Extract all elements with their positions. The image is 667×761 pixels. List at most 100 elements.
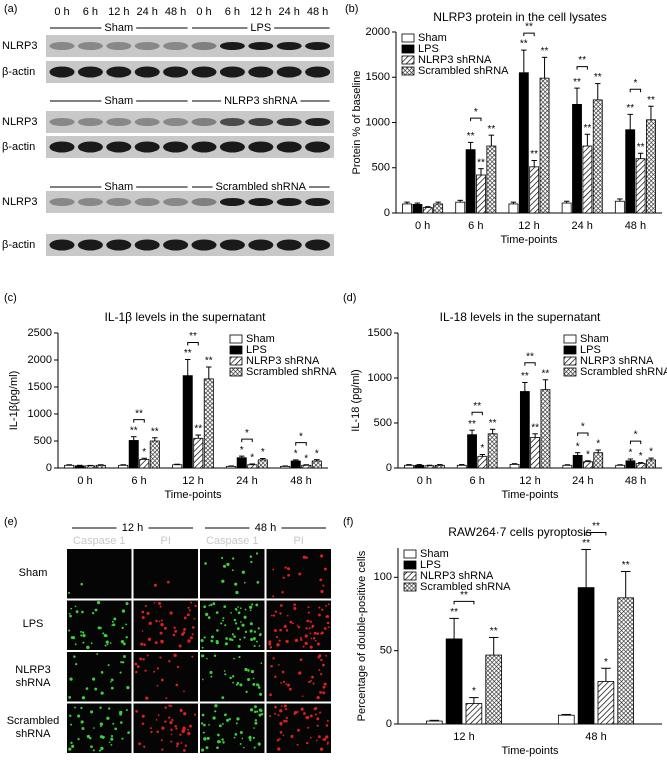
bar	[412, 204, 423, 214]
cell-dot	[193, 617, 196, 620]
cell-dot	[202, 678, 204, 681]
cell-dot	[146, 654, 149, 657]
cell-dot	[326, 615, 330, 618]
cell-dot	[231, 633, 235, 636]
cell-dot	[93, 727, 95, 729]
cell-dot	[69, 714, 72, 717]
label-bg	[101, 96, 137, 106]
cell-dot	[317, 735, 321, 739]
y-tick-label: 0	[46, 462, 52, 474]
lane-label: 0 h	[54, 6, 69, 18]
cell-dot	[245, 690, 248, 693]
bar	[625, 460, 636, 469]
cell-dot	[104, 644, 107, 647]
band	[305, 118, 331, 126]
cell-dot	[82, 641, 85, 644]
cell-dot	[69, 677, 73, 681]
cell-dot	[69, 614, 72, 618]
cell-dot	[110, 743, 113, 746]
cell-dot	[179, 708, 183, 713]
cell-dot	[235, 590, 239, 595]
cell-dot	[326, 742, 329, 745]
band	[248, 239, 274, 251]
bar	[149, 440, 160, 469]
cell-dot	[86, 645, 90, 650]
significance: **	[521, 371, 529, 382]
cell-dot	[217, 733, 220, 737]
cell-dot	[187, 728, 189, 731]
cell-dot	[73, 655, 76, 658]
cell-dot	[71, 744, 75, 748]
lane-label: 24 h	[136, 6, 157, 18]
cell-dot	[201, 654, 205, 658]
significance: **	[130, 425, 138, 436]
cell-dot	[223, 605, 227, 609]
significance: *	[639, 451, 643, 462]
blot-strip	[46, 234, 334, 256]
cell-dot	[320, 631, 324, 635]
cell-dot	[260, 662, 263, 665]
cell-dot	[270, 664, 273, 668]
group-label: Sham	[104, 22, 133, 34]
y-tick-label: 500	[34, 435, 52, 447]
legend-label: LPS	[580, 344, 601, 356]
bracket	[585, 531, 607, 536]
cell-dot	[103, 633, 107, 638]
y-tick-label: 0	[384, 207, 390, 219]
cell-dot	[114, 727, 118, 731]
panel-label: (e)	[4, 516, 17, 528]
band	[163, 198, 189, 206]
band	[134, 66, 160, 78]
x-tick-label: 48 h	[625, 475, 646, 487]
cell-dot	[202, 731, 205, 734]
legend-label: Sham	[246, 333, 275, 345]
cell-dot	[285, 629, 289, 632]
chart-title: IL-1β levels in the supernatant	[105, 310, 267, 324]
legend-swatch	[403, 571, 417, 581]
micrograph	[67, 703, 132, 753]
legend-label: LPS	[418, 43, 439, 55]
lane-label: 24 h	[278, 6, 299, 18]
band	[134, 141, 160, 153]
cell-dot	[274, 675, 277, 679]
significance: *	[628, 448, 632, 459]
legend-label: Sham	[420, 548, 449, 560]
band	[134, 118, 160, 126]
panel-label: (c)	[4, 292, 17, 304]
cell-dot	[281, 591, 284, 594]
cell-dot	[257, 742, 261, 746]
cell-dot	[323, 682, 327, 686]
cell-dot	[141, 610, 145, 614]
cell-dot	[296, 743, 299, 746]
cell-dot	[153, 670, 156, 673]
cell-dot	[314, 706, 318, 710]
cell-dot	[285, 708, 288, 711]
cell-dot	[161, 726, 165, 730]
cell-dot	[247, 678, 251, 682]
cell-dot	[250, 560, 253, 564]
micrograph	[133, 549, 198, 599]
bar	[562, 464, 573, 469]
cell-dot	[230, 611, 232, 614]
cell-dot	[120, 639, 125, 644]
cell-dot	[255, 640, 258, 643]
bar	[290, 460, 301, 469]
cell-dot	[174, 629, 178, 633]
cell-dot	[70, 741, 73, 744]
cell-dot	[208, 724, 210, 726]
cell-dot	[74, 643, 77, 646]
cell-dot	[282, 734, 285, 737]
cell-dot	[301, 695, 304, 697]
cell-dot	[183, 616, 187, 620]
cell-dot	[252, 677, 255, 680]
cell-dot	[110, 735, 114, 738]
x-tick-label: 6 h	[468, 220, 483, 232]
cell-dot	[183, 690, 185, 693]
cell-dot	[221, 722, 224, 725]
cell-dot	[231, 557, 235, 560]
cell-dot	[203, 636, 206, 639]
bar	[593, 452, 604, 469]
bar	[301, 464, 312, 469]
band	[248, 42, 274, 50]
y-tick-label: 1000	[366, 116, 390, 128]
